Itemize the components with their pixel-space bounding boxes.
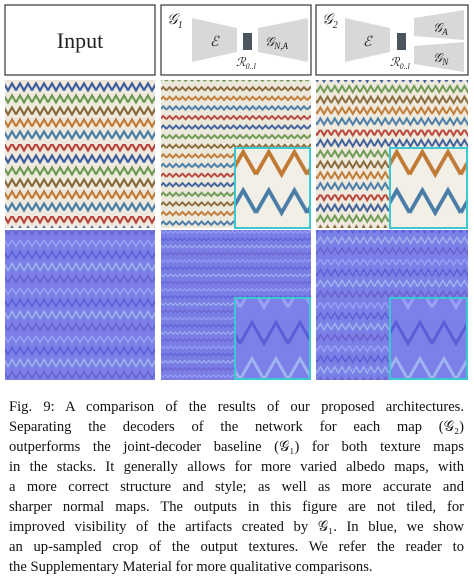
- latent: ℛ0..l: [390, 55, 411, 71]
- caption: Fig. 9: A comparison of the results of o…: [9, 397, 464, 577]
- decoder: 𝒢A: [433, 20, 448, 37]
- decoder-sub: A: [441, 27, 448, 37]
- latent-shape: [243, 33, 252, 50]
- latent-shape: [397, 33, 406, 50]
- caption-line: a more correct structure and style; as w…: [9, 479, 464, 495]
- caption-line: sharper normal maps. The outputs in this…: [9, 499, 464, 515]
- encoder-shape: [192, 18, 237, 62]
- tag-sub: 2: [333, 20, 338, 31]
- panel-tag: 𝒢1: [167, 12, 183, 31]
- encoder: ℰ: [363, 35, 373, 50]
- textures: [5, 80, 468, 380]
- decoder-shape: [414, 42, 464, 72]
- normal-crop: [234, 297, 311, 380]
- normal-image: [5, 230, 155, 380]
- encoder: ℰ: [210, 35, 220, 50]
- caption-line: an up-sampled crop of the output texture…: [9, 539, 464, 555]
- caption-line: the Supplementary Material for more qual…: [9, 559, 373, 575]
- decoder-shape: [258, 18, 308, 62]
- caption-line: outperforms the joint-decoder baseline (…: [9, 439, 464, 455]
- albedo-crop: [234, 147, 311, 229]
- latent-main: ℛ: [390, 55, 401, 69]
- tag-main: 𝒢: [167, 12, 180, 28]
- decoder-main: 𝒢: [433, 20, 445, 35]
- latent-main: ℛ: [236, 55, 247, 69]
- figure: Input 𝒢1 ℰ ℛ0..l 𝒢N,A 𝒢2 ℰ ℛ0..l 𝒢A 𝒢N: [4, 4, 469, 380]
- latent-sub: 0..l: [400, 62, 411, 71]
- decoder-sub: N: [441, 57, 449, 67]
- caption-line: Fig. 9: A comparison of the results of o…: [9, 399, 464, 415]
- latent: ℛ0..l: [236, 55, 257, 71]
- decoder-shape: [414, 10, 464, 40]
- albedo-crop: [389, 147, 468, 229]
- latent-sub: 0..l: [246, 62, 257, 71]
- tag-main: 𝒢: [322, 12, 335, 28]
- decoder-main: 𝒢: [265, 34, 277, 49]
- decoder-sub: N,A: [273, 41, 288, 51]
- decoder: 𝒢N,A: [265, 34, 289, 51]
- panel-box: [160, 4, 312, 76]
- header: [4, 4, 469, 76]
- normal-crop: [389, 297, 468, 380]
- panel-box: [4, 4, 156, 76]
- caption-line: Separating the decoders of the network f…: [9, 419, 464, 435]
- encoder-shape: [345, 18, 390, 62]
- tag-sub: 1: [178, 20, 183, 31]
- decoder: 𝒢N: [433, 50, 449, 67]
- decoder-main: 𝒢: [433, 50, 445, 65]
- panel-label: Input: [57, 28, 103, 53]
- caption-line: improved visibility of the artifacts cre…: [9, 519, 464, 535]
- panel-box: [315, 4, 469, 76]
- caption-line: in the stacks. It generally allows for m…: [9, 459, 464, 475]
- albedo-image: [5, 80, 155, 228]
- panel-tag: 𝒢2: [322, 12, 338, 31]
